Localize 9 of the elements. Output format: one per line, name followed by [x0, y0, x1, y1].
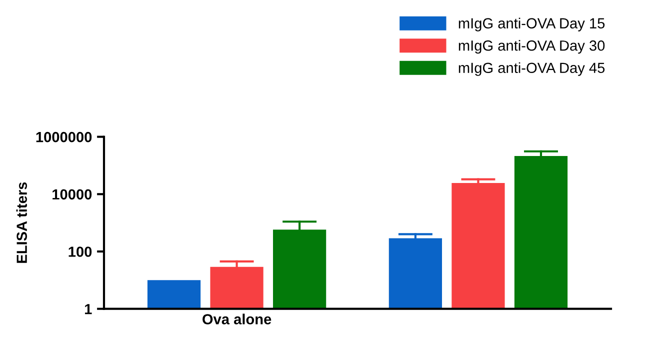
y-tick-label: 10000: [52, 189, 92, 200]
y-tick-label: 1: [85, 304, 92, 314]
y-tick-label: 1000000: [36, 132, 92, 142]
y-axis-title: ELISA titers: [16, 182, 27, 263]
legend-label: mIgG anti-OVA Day 30: [458, 40, 605, 54]
x-tick-label: Ova alone: [202, 314, 272, 324]
legend-label: mIgG anti-OVA Day 45: [458, 62, 605, 76]
legend-label: mIgG anti-OVA Day 15: [458, 18, 605, 32]
y-tick-label: 100: [68, 246, 92, 257]
